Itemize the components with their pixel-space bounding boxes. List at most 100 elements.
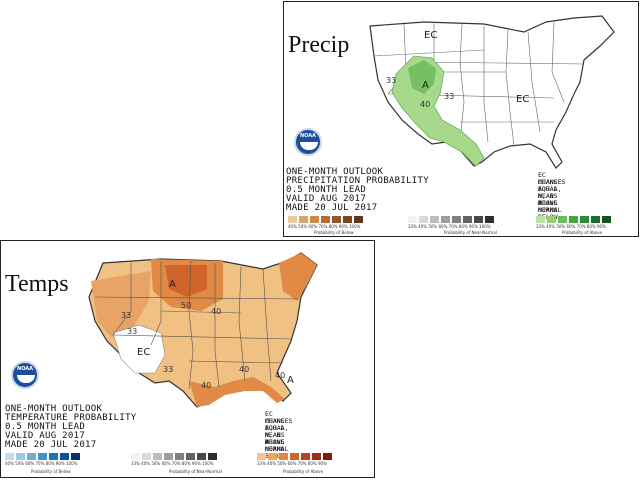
temps-label: Temps xyxy=(5,271,69,297)
legend-swatch xyxy=(153,453,162,460)
legend-swatch xyxy=(164,453,173,460)
contour-40: 40 xyxy=(420,100,431,109)
legend-swatch xyxy=(485,216,494,223)
legend-note-line: N MEANS NORMAL xyxy=(538,192,562,214)
title-line: ONE-MONTH OUTLOOK xyxy=(286,167,384,177)
above-category: Probability of Above xyxy=(562,230,603,235)
title-line: 0.5 MONTH LEAD xyxy=(286,185,367,195)
legend-swatch xyxy=(343,216,352,223)
contour-33-a: 33 xyxy=(127,327,138,336)
legend-note-line: A MEANS ABOVE xyxy=(538,185,558,207)
legend-swatch xyxy=(332,216,341,223)
legend-swatch xyxy=(186,453,195,460)
legend-swatch xyxy=(580,216,589,223)
title-line: VALID AUG 2017 xyxy=(5,431,86,441)
legend-swatch xyxy=(142,453,151,460)
legend-swatch xyxy=(257,453,266,460)
title-line: TEMPERATURE PROBABILITY xyxy=(5,413,137,423)
legend-swatch xyxy=(5,453,14,460)
legend-swatch xyxy=(299,216,308,223)
legend-note-line: CHANCES FOR A, N, B xyxy=(265,417,293,439)
legend-note-line: N MEANS NORMAL xyxy=(265,431,289,453)
legend-note-line: EC MEANS EQUAL xyxy=(538,171,558,193)
temps-gulf-band xyxy=(189,377,285,407)
above-label: A xyxy=(422,80,429,91)
legend-swatch xyxy=(323,453,332,460)
below-category: Probability of Below xyxy=(314,230,354,235)
title-line: 0.5 MONTH LEAD xyxy=(5,422,86,432)
title-line: VALID AUG 2017 xyxy=(286,194,367,204)
noaa-logo: NOAA xyxy=(11,361,39,389)
normal-swatches xyxy=(408,216,496,223)
legend-swatch xyxy=(288,216,297,223)
ec-label-north: EC xyxy=(424,30,438,41)
below-swatches xyxy=(288,216,365,223)
contour-40-b: 40 xyxy=(239,365,250,374)
legend-swatch xyxy=(452,216,461,223)
normal-swatches xyxy=(131,453,219,460)
state-lines xyxy=(373,21,585,147)
legend-note-line: A MEANS ABOVE xyxy=(265,424,285,446)
legend-swatch xyxy=(131,453,140,460)
contour-40-a: 40 xyxy=(211,307,222,316)
temps-ec-region xyxy=(112,324,166,374)
temps-north-inner xyxy=(165,265,207,297)
legend-swatch xyxy=(474,216,483,223)
normal-ticks: 33% 40% 50% 60% 70% 80% 90% 100% xyxy=(131,461,214,466)
above-label-southeast: A xyxy=(287,375,294,386)
normal-category: Probability of Near-Normal xyxy=(169,469,222,474)
legend-swatch xyxy=(49,453,58,460)
contour-33-west: 33 xyxy=(386,76,397,85)
title-line: ONE-MONTH OUTLOOK xyxy=(5,404,103,414)
legend-swatch xyxy=(279,453,288,460)
legend-swatch xyxy=(536,216,545,223)
above-label-north: A xyxy=(169,279,176,290)
legend-swatch xyxy=(591,216,600,223)
legend-swatch xyxy=(268,453,277,460)
legend-swatch xyxy=(321,216,330,223)
legend-swatch xyxy=(354,216,363,223)
normal-category: Probability of Near-Normal xyxy=(444,230,497,235)
contour-33-east: 33 xyxy=(444,92,455,101)
legend-swatch xyxy=(408,216,417,223)
below-swatches xyxy=(5,453,82,460)
legend-swatch xyxy=(547,216,556,223)
precip-above-inner xyxy=(408,60,436,94)
legend-swatch xyxy=(441,216,450,223)
above-ticks: 33% 40% 50% 60% 70% 80% 90% xyxy=(536,224,606,229)
ec-label-southwest: EC xyxy=(137,347,151,358)
legend-swatch xyxy=(310,216,319,223)
title-line: MADE 20 JUL 2017 xyxy=(5,440,97,450)
ec-label-east: EC xyxy=(516,94,530,105)
precip-outlook-panel: Precip EC EC A 33 40 33 NOAA ONE-MONTH O… xyxy=(283,1,639,237)
contour-40-c: 40 xyxy=(201,381,212,390)
temps-outlook-panel: Temps A A EC 50 40 40 40 33 33 33 40 NOA… xyxy=(0,240,375,478)
legend-note-line: EC MEANS EQUAL xyxy=(265,410,285,432)
legend-swatch xyxy=(60,453,69,460)
legend-swatch xyxy=(290,453,299,460)
normal-ticks: 33% 40% 50% 60% 70% 80% 90% 100% xyxy=(408,224,491,229)
state-lines xyxy=(94,260,302,390)
legend-swatch xyxy=(71,453,80,460)
above-ticks: 33% 40% 50% 60% 70% 80% 90% xyxy=(257,461,327,466)
legend-swatch xyxy=(430,216,439,223)
precip-label: Precip xyxy=(288,32,350,58)
below-category: Probability of Below xyxy=(31,469,71,474)
legend-swatch xyxy=(419,216,428,223)
legend-swatch xyxy=(463,216,472,223)
temps-map xyxy=(88,252,318,408)
noaa-logo: NOAA xyxy=(294,128,322,156)
legend-swatch xyxy=(38,453,47,460)
temps-northeast xyxy=(279,253,317,301)
title-line: PRECIPITATION PROBABILITY xyxy=(286,176,429,186)
legend-swatch xyxy=(208,453,217,460)
legend-note-line: CHANCES FOR A, N, B xyxy=(538,178,566,200)
precip-map xyxy=(369,15,615,169)
below-ticks: 40% 50% 60% 70% 80% 90% 100% xyxy=(288,224,361,229)
contour-40-d: 40 xyxy=(275,371,286,380)
legend-swatch xyxy=(301,453,310,460)
title-line: MADE 20 JUL 2017 xyxy=(286,203,378,213)
legend-swatch xyxy=(27,453,36,460)
below-ticks: 40% 50% 60% 70% 80% 90% 100% xyxy=(5,461,78,466)
contour-50: 50 xyxy=(181,301,192,310)
